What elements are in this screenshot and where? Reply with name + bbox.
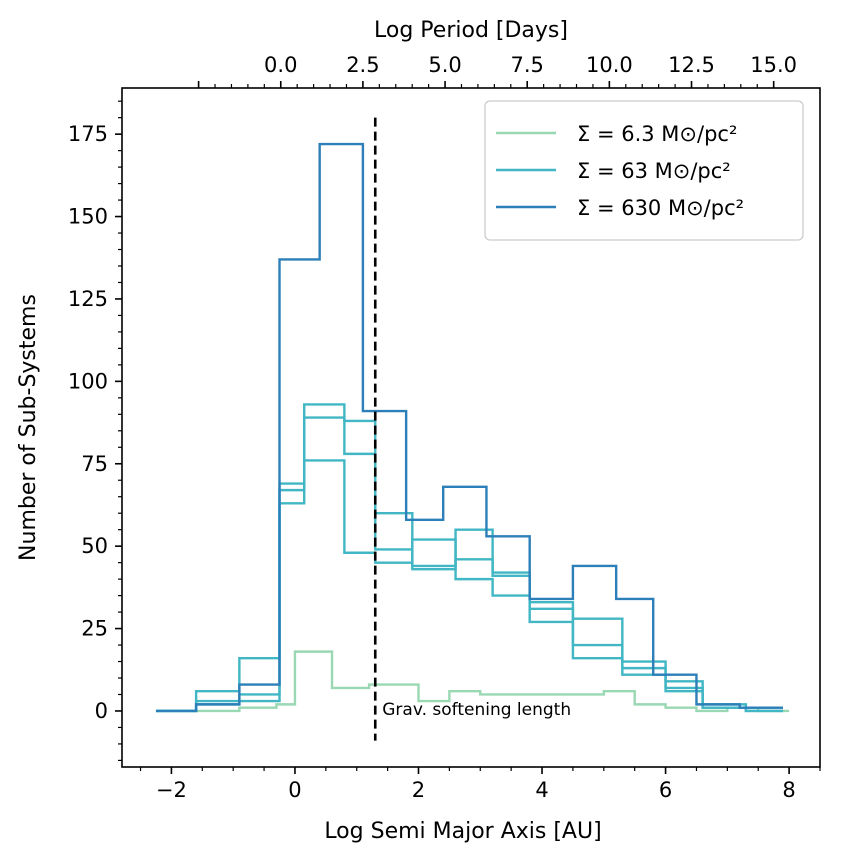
y-tick-label: 175	[68, 122, 108, 146]
series-sigma-6.3	[155, 650, 790, 713]
series-sigma-630	[155, 142, 783, 713]
x-tick-label: 4	[535, 778, 548, 802]
legend-box	[484, 100, 804, 241]
top-tick-label: 5.0	[428, 53, 461, 77]
legend-label-sigma-6.3: Σ = 6.3 M⊙/pc²	[577, 122, 737, 146]
legend-label-sigma-630: Σ = 630 M⊙/pc²	[577, 196, 744, 220]
histogram-series-layer	[155, 142, 790, 713]
x-tick-label: 2	[412, 778, 425, 802]
y-tick-label: 50	[81, 534, 108, 558]
y-tick-label: 25	[81, 617, 108, 641]
plot-frame	[121, 87, 821, 768]
y-tick-label: 100	[68, 369, 108, 393]
top-tick-label: 7.5	[511, 53, 544, 77]
series-sigma-63-run-b	[155, 459, 783, 713]
legend: Σ = 6.3 M⊙/pc² Σ = 63 M⊙/pc² Σ = 630 M⊙/pc…	[484, 100, 804, 241]
series-sigma-63-run-c	[155, 416, 783, 713]
top-tick-label: 2.5	[346, 53, 379, 77]
axis-ticks: −2 0 2 4 6 8 0 25 50 75 100 125 150 175 0.0 2.5 5.0 7.5 10…	[68, 53, 821, 802]
x-tick-label: 8	[782, 778, 795, 802]
x-tick-label: 0	[288, 778, 301, 802]
softening-length-label: Grav. softening length	[382, 700, 571, 720]
y-tick-label: 150	[68, 205, 108, 229]
x-axis-title: Log Semi Major Axis [AU]	[324, 819, 601, 844]
x-tick-label: −2	[156, 778, 187, 802]
y-tick-label: 125	[68, 287, 108, 311]
legend-label-sigma-63-run-a: Σ = 63 M⊙/pc²	[577, 159, 731, 183]
y-tick-label: 75	[81, 452, 108, 476]
y-axis-title: Number of Sub-Systems	[16, 294, 41, 561]
top-tick-label: 12.5	[668, 53, 715, 77]
top-tick-label: 0.0	[264, 53, 297, 77]
x-tick-label: 6	[659, 778, 672, 802]
top-tick-label: 15.0	[750, 53, 797, 77]
top-x-axis-title: Log Period [Days]	[374, 18, 568, 43]
series-sigma-63-run-a	[155, 403, 783, 713]
y-tick-label: 0	[95, 699, 108, 723]
top-tick-label: 10.0	[586, 53, 633, 77]
